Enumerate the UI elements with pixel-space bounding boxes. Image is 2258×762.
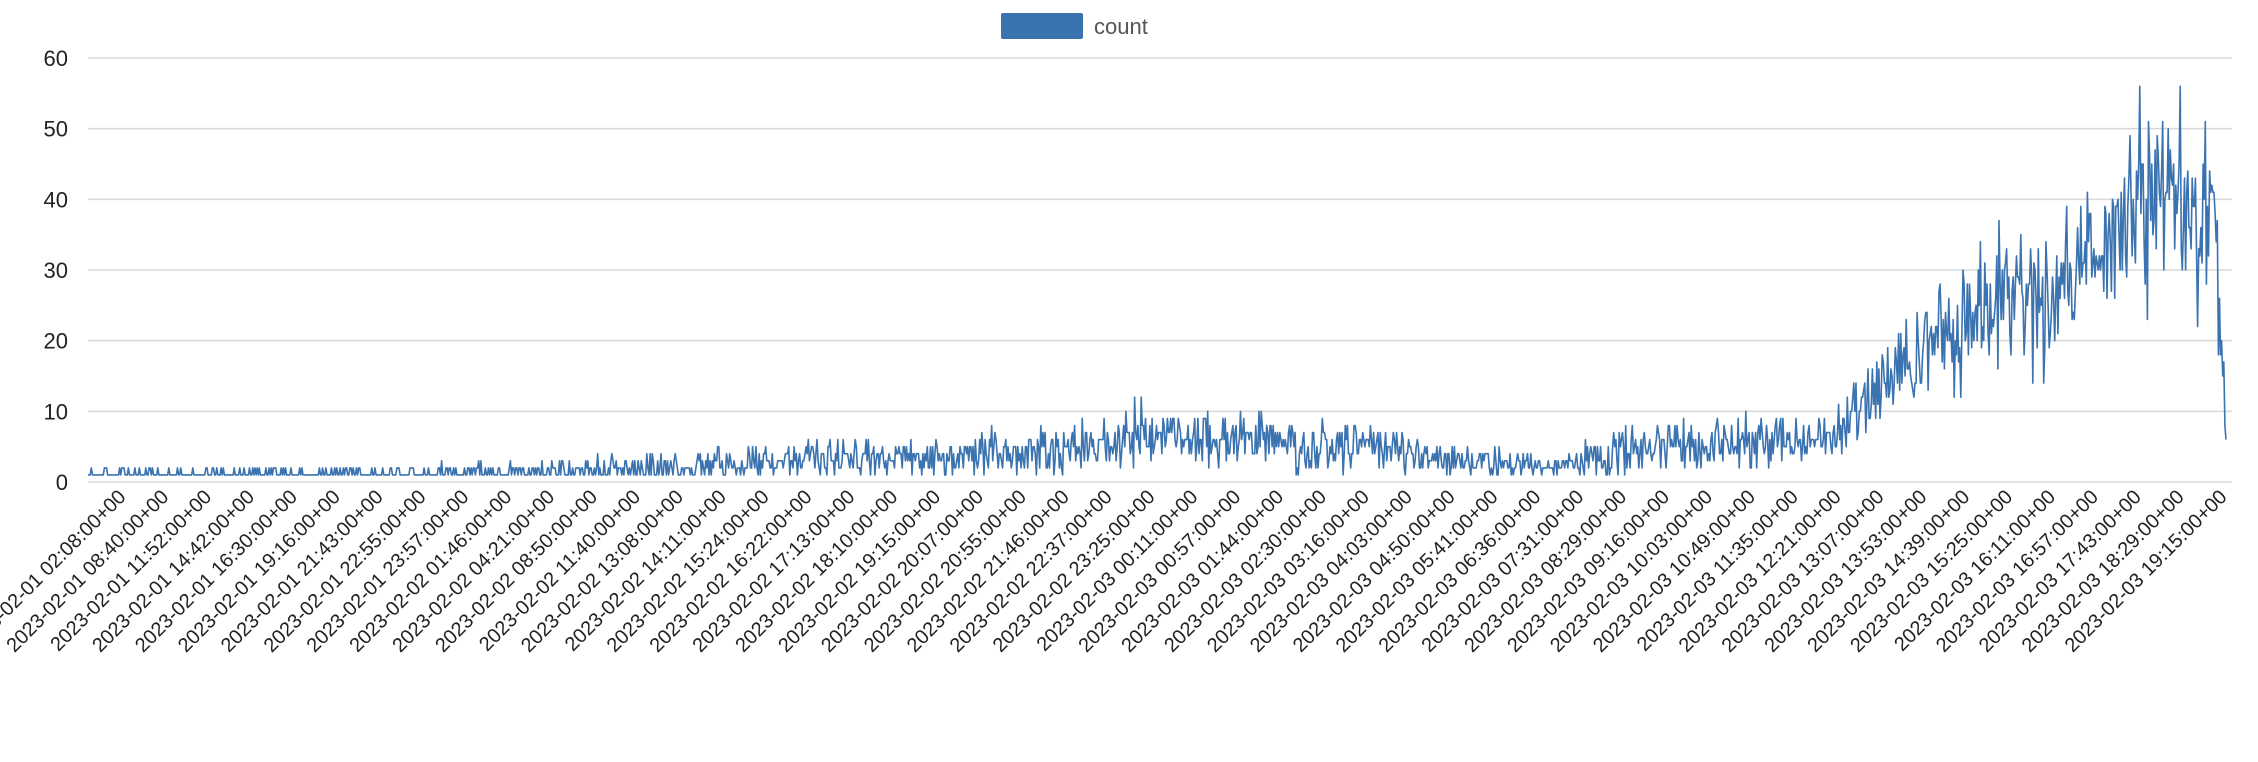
legend-swatch-count[interactable] [1001, 13, 1083, 39]
y-tick-label: 0 [56, 470, 68, 495]
series-line-count [88, 85, 2227, 476]
legend-label-count[interactable]: count [1094, 14, 1148, 39]
y-tick-label: 20 [44, 329, 68, 354]
y-tick-label: 50 [44, 117, 68, 142]
y-tick-label: 30 [44, 258, 68, 283]
y-tick-label: 40 [44, 187, 68, 212]
grid-lines [88, 57, 2232, 483]
y-tick-label: 60 [44, 46, 68, 71]
series-layer [88, 85, 2227, 476]
legend[interactable]: count [1001, 13, 1148, 39]
y-axis-ticks: 0 10 20 30 40 50 60 [44, 46, 68, 495]
y-tick-label: 10 [44, 399, 68, 424]
